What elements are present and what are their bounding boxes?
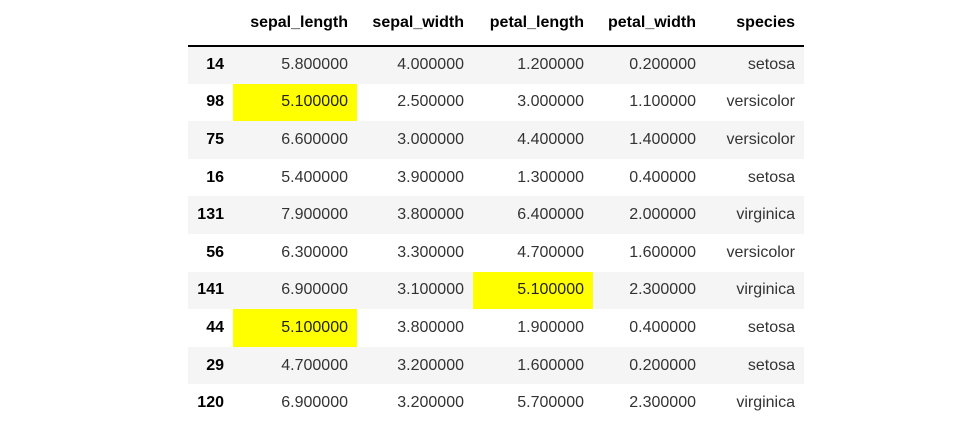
row-index: 131	[197, 206, 224, 224]
column-header-sepal-width: sepal_width	[357, 0, 473, 47]
cell-sepal-length: 6.900000	[281, 281, 348, 299]
cell-petal-width: 2.000000	[629, 206, 696, 224]
cell-species: setosa	[747, 318, 795, 336]
cell-petal-length: 1.200000	[517, 56, 584, 74]
cell-sepal-width: 3.900000	[397, 168, 464, 186]
cell-petal-width: 2.300000	[629, 281, 696, 299]
cell-species: versicolor	[726, 93, 795, 111]
row-index: 75	[206, 130, 224, 148]
row-index: 98	[206, 93, 224, 111]
table-row: 98 5.100000 2.500000 3.000000 1.100000 versic…	[188, 83, 804, 122]
table-row: 44 5.100000 3.800000 1.900000 0.400000 setosa	[188, 309, 804, 347]
cell-sepal-length: 5.800000	[281, 56, 348, 74]
cell-sepal-width: 3.800000	[397, 318, 464, 336]
cell-species: setosa	[747, 56, 795, 74]
cell-species: virginica	[736, 206, 795, 224]
table-row: 29 4.700000 3.200000 1.600000 0.200000 setosa	[188, 346, 804, 385]
cell-species: virginica	[736, 281, 795, 299]
row-index: 14	[206, 56, 224, 74]
table-row: 75 6.600000 3.000000 4.400000 1.400000 versic…	[188, 121, 804, 159]
column-header-petal-length: petal_length	[473, 0, 593, 47]
row-index: 44	[206, 318, 224, 336]
table-row: 56 6.300000 3.300000 4.700000 1.600000 versic…	[188, 233, 804, 272]
row-index: 56	[206, 243, 224, 261]
cell-species: versicolor	[726, 243, 795, 261]
table-body: 14 5.800000 4.000000 1.200000 0.200000 setosa…	[188, 46, 804, 422]
cell-petal-width: 1.400000	[629, 130, 696, 148]
row-index: 16	[206, 168, 224, 186]
cell-petal-width: 1.100000	[629, 93, 696, 111]
cell-petal-width: 0.200000	[629, 356, 696, 374]
cell-petal-length: 4.700000	[517, 243, 584, 261]
cell-sepal-length: 6.900000	[281, 394, 348, 412]
index-header	[188, 0, 233, 47]
cell-sepal-length: 4.700000	[281, 356, 348, 374]
row-index: 29	[206, 356, 224, 374]
column-header-sepal-length: sepal_length	[233, 0, 357, 47]
cell-sepal-width: 3.000000	[397, 130, 464, 148]
row-index: 141	[197, 281, 224, 299]
cell-sepal-length: 7.900000	[281, 206, 348, 224]
cell-petal-length: 4.400000	[517, 130, 584, 148]
table-header: sepal_length sepal_width petal_length petal…	[188, 0, 804, 47]
cell-petal-length: 1.900000	[517, 318, 584, 336]
cell-sepal-width: 3.100000	[397, 281, 464, 299]
table-row: 141 6.900000 3.100000 5.100000 2.300000 virgi…	[188, 271, 804, 310]
dataframe-table: sepal_length sepal_width petal_length petal…	[188, 0, 804, 422]
cell-petal-width: 2.300000	[629, 394, 696, 412]
cell-sepal-length: 6.300000	[281, 243, 348, 261]
cell-sepal-width: 3.800000	[397, 206, 464, 224]
cell-sepal-width: 2.500000	[397, 93, 464, 111]
column-header-species: species	[705, 0, 804, 47]
table-row: 14 5.800000 4.000000 1.200000 0.200000 setosa	[188, 46, 804, 84]
header-row: sepal_length sepal_width petal_length petal…	[188, 0, 804, 47]
table-row: 16 5.400000 3.900000 1.300000 0.400000 setosa	[188, 158, 804, 197]
row-index: 120	[197, 394, 224, 412]
table-row: 131 7.900000 3.800000 6.400000 2.000000 virgi…	[188, 196, 804, 234]
cell-species: setosa	[747, 356, 795, 374]
cell-sepal-length: 5.100000	[233, 309, 357, 347]
cell-species: setosa	[747, 168, 795, 186]
dataframe-output: sepal_length sepal_width petal_length petal…	[188, 0, 804, 422]
cell-sepal-length: 6.600000	[281, 130, 348, 148]
column-header-petal-width: petal_width	[593, 0, 705, 47]
cell-sepal-width: 4.000000	[397, 56, 464, 74]
cell-petal-length: 1.300000	[517, 168, 584, 186]
cell-species: virginica	[736, 394, 795, 412]
cell-petal-length: 1.600000	[517, 356, 584, 374]
cell-sepal-width: 3.200000	[397, 356, 464, 374]
table-row: 120 6.900000 3.200000 5.700000 2.300000 virgi…	[188, 384, 804, 422]
cell-species: versicolor	[726, 130, 795, 148]
cell-sepal-length: 5.100000	[233, 83, 357, 122]
cell-petal-length: 3.000000	[517, 93, 584, 111]
cell-petal-width: 1.600000	[629, 243, 696, 261]
cell-petal-width: 0.200000	[629, 56, 696, 74]
cell-petal-length: 5.700000	[517, 394, 584, 412]
cell-petal-width: 0.400000	[629, 168, 696, 186]
cell-sepal-width: 3.300000	[397, 243, 464, 261]
cell-petal-length: 5.100000	[473, 271, 593, 310]
cell-sepal-length: 5.400000	[281, 168, 348, 186]
cell-petal-length: 6.400000	[517, 206, 584, 224]
cell-sepal-width: 3.200000	[397, 394, 464, 412]
cell-petal-width: 0.400000	[629, 318, 696, 336]
